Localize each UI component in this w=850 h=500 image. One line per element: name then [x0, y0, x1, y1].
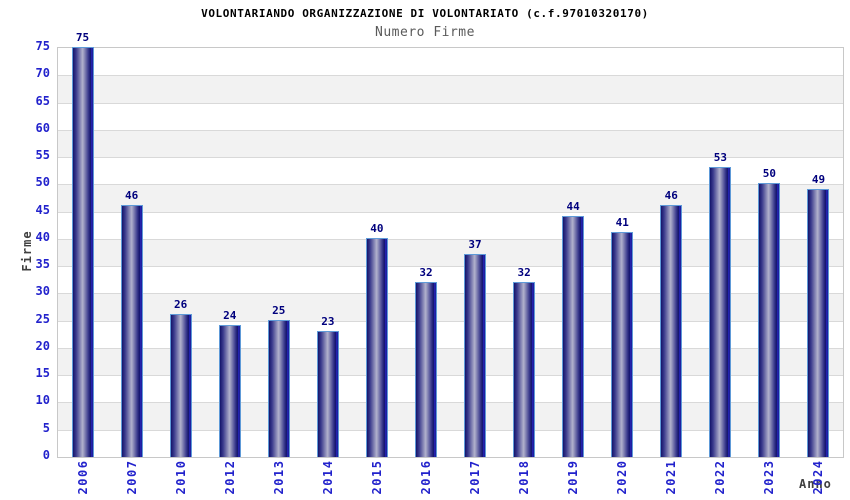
bar-value-label: 23 — [321, 314, 335, 328]
gridline — [58, 320, 843, 322]
bar-value-label: 49 — [811, 172, 826, 186]
bar-2007 — [120, 205, 143, 457]
bar-value-label: 37 — [468, 238, 482, 252]
bar-value-label: 50 — [762, 167, 777, 181]
bar-2014 — [316, 330, 339, 457]
y-tick-label: 20 — [35, 338, 50, 353]
y-tick-label: 55 — [35, 148, 50, 163]
plot-area: 75 46 26 24 25 23 40 32 37 32 44 41 46 53 50 49 — [57, 31, 844, 458]
x-tick-label: 2006 — [75, 459, 90, 495]
background-band — [58, 129, 843, 158]
gridline — [58, 266, 843, 268]
x-tick-label: 2023 — [762, 459, 777, 495]
y-tick-label: 70 — [35, 66, 50, 81]
bar-value-label: 32 — [517, 265, 531, 279]
gridline — [58, 75, 843, 77]
y-tick-label: 45 — [35, 202, 50, 217]
y-tick-label: 30 — [35, 284, 50, 299]
y-tick-label: 60 — [35, 120, 50, 135]
bar-2021 — [660, 205, 683, 457]
bar-value-label: 25 — [272, 303, 286, 317]
bar-value-label: 24 — [223, 309, 237, 323]
y-tick-label: 25 — [35, 311, 50, 326]
gridline — [58, 429, 843, 431]
bar-value-label: 41 — [615, 216, 629, 230]
gridline — [58, 129, 843, 131]
bar-value-label: 75 — [75, 31, 90, 44]
y-tick-label: 10 — [35, 393, 50, 408]
bar-value-label: 46 — [124, 189, 139, 203]
x-tick-label: 2014 — [320, 459, 335, 495]
x-tick-label: 2010 — [173, 459, 188, 495]
bar-2010 — [169, 314, 192, 457]
gridline — [58, 402, 843, 404]
bar-2018 — [513, 281, 536, 457]
y-tick-label: 15 — [35, 366, 50, 381]
x-tick-label: 2013 — [271, 459, 286, 495]
x-tick-label: 2017 — [468, 459, 483, 495]
bar-2023 — [758, 183, 781, 457]
bar-2019 — [562, 216, 585, 457]
bar-2022 — [709, 166, 732, 457]
bar-2016 — [414, 281, 437, 457]
background-band — [58, 75, 843, 103]
x-tick-label: 2022 — [713, 459, 728, 495]
y-tick-label: 35 — [35, 257, 50, 272]
chart-title: VOLONTARIANDO ORGANIZZAZIONE DI VOLONTAR… — [201, 7, 649, 20]
x-tick-label: 2020 — [615, 459, 630, 495]
gridline — [58, 238, 843, 240]
bar-value-label: 53 — [713, 150, 727, 164]
gridline — [58, 293, 843, 295]
x-tick-label: 2024 — [811, 459, 826, 495]
gridline — [58, 102, 843, 104]
bar-2013 — [267, 319, 290, 457]
gridline — [58, 211, 843, 213]
y-tick-label: 50 — [35, 175, 50, 190]
x-tick-label: 2012 — [222, 459, 237, 495]
y-tick-label: 0 — [42, 448, 50, 462]
bar-2024 — [807, 188, 830, 457]
gridline — [58, 184, 843, 186]
bar-2020 — [611, 232, 634, 457]
y-tick-label: 65 — [35, 93, 50, 108]
bar-value-label: 26 — [174, 298, 188, 312]
x-tick-label: 2019 — [566, 459, 581, 495]
bar-value-label: 44 — [566, 200, 580, 214]
bar-2006 — [71, 47, 94, 457]
y-tick-label: 75 — [35, 39, 50, 53]
bar-2012 — [218, 325, 241, 457]
gridline — [58, 375, 843, 377]
x-tick-label: 2015 — [369, 459, 384, 495]
x-tick-label: 2016 — [418, 459, 433, 495]
x-tick-label: 2021 — [664, 459, 679, 495]
y-tick-label: 40 — [35, 229, 50, 244]
bar-value-label: 46 — [664, 189, 678, 203]
chart-subtitle: Numero Firme — [375, 25, 475, 40]
bar-2015 — [365, 237, 388, 457]
bar-2017 — [464, 254, 487, 457]
bar-value-label: 32 — [419, 265, 433, 279]
x-tick-label: 2007 — [124, 459, 139, 495]
x-tick-label: 2018 — [517, 459, 532, 495]
x-axis-title: Anno — [799, 477, 832, 491]
gridline — [58, 347, 843, 349]
bar-value-label: 40 — [370, 221, 384, 235]
y-tick-label: 5 — [42, 420, 50, 435]
gridline — [58, 157, 843, 159]
